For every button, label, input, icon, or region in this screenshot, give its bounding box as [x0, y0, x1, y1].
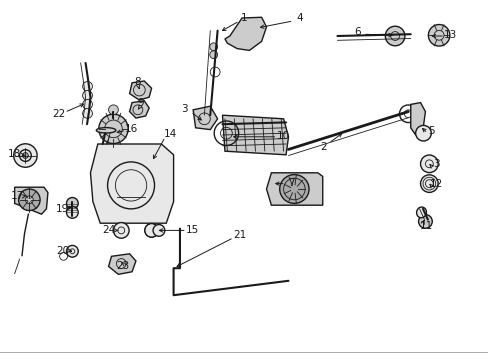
- Ellipse shape: [279, 175, 308, 203]
- Text: 2: 2: [320, 142, 326, 152]
- Circle shape: [19, 189, 40, 211]
- Text: 18: 18: [8, 149, 21, 159]
- Polygon shape: [193, 106, 217, 130]
- Circle shape: [14, 144, 37, 167]
- Text: 22: 22: [52, 109, 65, 120]
- Circle shape: [420, 155, 437, 172]
- Text: 24: 24: [102, 225, 115, 235]
- Polygon shape: [90, 144, 173, 223]
- Text: 9: 9: [137, 98, 144, 108]
- Circle shape: [82, 108, 92, 118]
- Circle shape: [209, 51, 217, 59]
- Text: 3: 3: [432, 159, 439, 169]
- Circle shape: [415, 125, 430, 141]
- Ellipse shape: [96, 128, 116, 133]
- Polygon shape: [410, 103, 425, 135]
- Polygon shape: [266, 173, 322, 205]
- Circle shape: [385, 26, 404, 46]
- Circle shape: [209, 43, 217, 51]
- Text: 20: 20: [56, 246, 69, 256]
- Text: 14: 14: [163, 129, 177, 139]
- Circle shape: [144, 224, 158, 237]
- Polygon shape: [222, 115, 288, 155]
- Circle shape: [153, 225, 164, 236]
- Polygon shape: [129, 101, 149, 118]
- Text: 13: 13: [443, 30, 457, 40]
- Circle shape: [66, 198, 78, 209]
- Circle shape: [113, 222, 129, 238]
- Circle shape: [108, 105, 118, 115]
- Text: 21: 21: [232, 230, 246, 240]
- Text: 1: 1: [241, 13, 247, 23]
- Circle shape: [427, 24, 449, 46]
- Circle shape: [22, 153, 28, 158]
- Polygon shape: [15, 187, 48, 214]
- Text: 11: 11: [419, 221, 432, 231]
- Text: 4: 4: [295, 13, 302, 23]
- Text: 15: 15: [185, 225, 199, 235]
- Text: 12: 12: [429, 179, 443, 189]
- Circle shape: [99, 114, 128, 144]
- Circle shape: [82, 90, 92, 100]
- Circle shape: [82, 81, 92, 91]
- Text: 8: 8: [134, 77, 141, 87]
- Circle shape: [418, 215, 431, 228]
- Circle shape: [66, 246, 78, 257]
- Text: 16: 16: [124, 124, 138, 134]
- Text: 6: 6: [354, 27, 361, 37]
- Text: 3: 3: [181, 104, 188, 114]
- Text: 10: 10: [277, 131, 289, 141]
- Polygon shape: [129, 81, 151, 100]
- Polygon shape: [224, 17, 266, 50]
- Ellipse shape: [416, 207, 426, 218]
- Circle shape: [420, 175, 437, 192]
- Circle shape: [25, 196, 33, 204]
- Text: 17: 17: [11, 191, 24, 201]
- Circle shape: [66, 207, 78, 218]
- Text: 7: 7: [287, 178, 294, 188]
- Text: 23: 23: [116, 261, 130, 271]
- Text: 5: 5: [427, 126, 434, 136]
- Polygon shape: [108, 254, 136, 274]
- Text: 19: 19: [56, 204, 69, 214]
- Circle shape: [82, 99, 92, 109]
